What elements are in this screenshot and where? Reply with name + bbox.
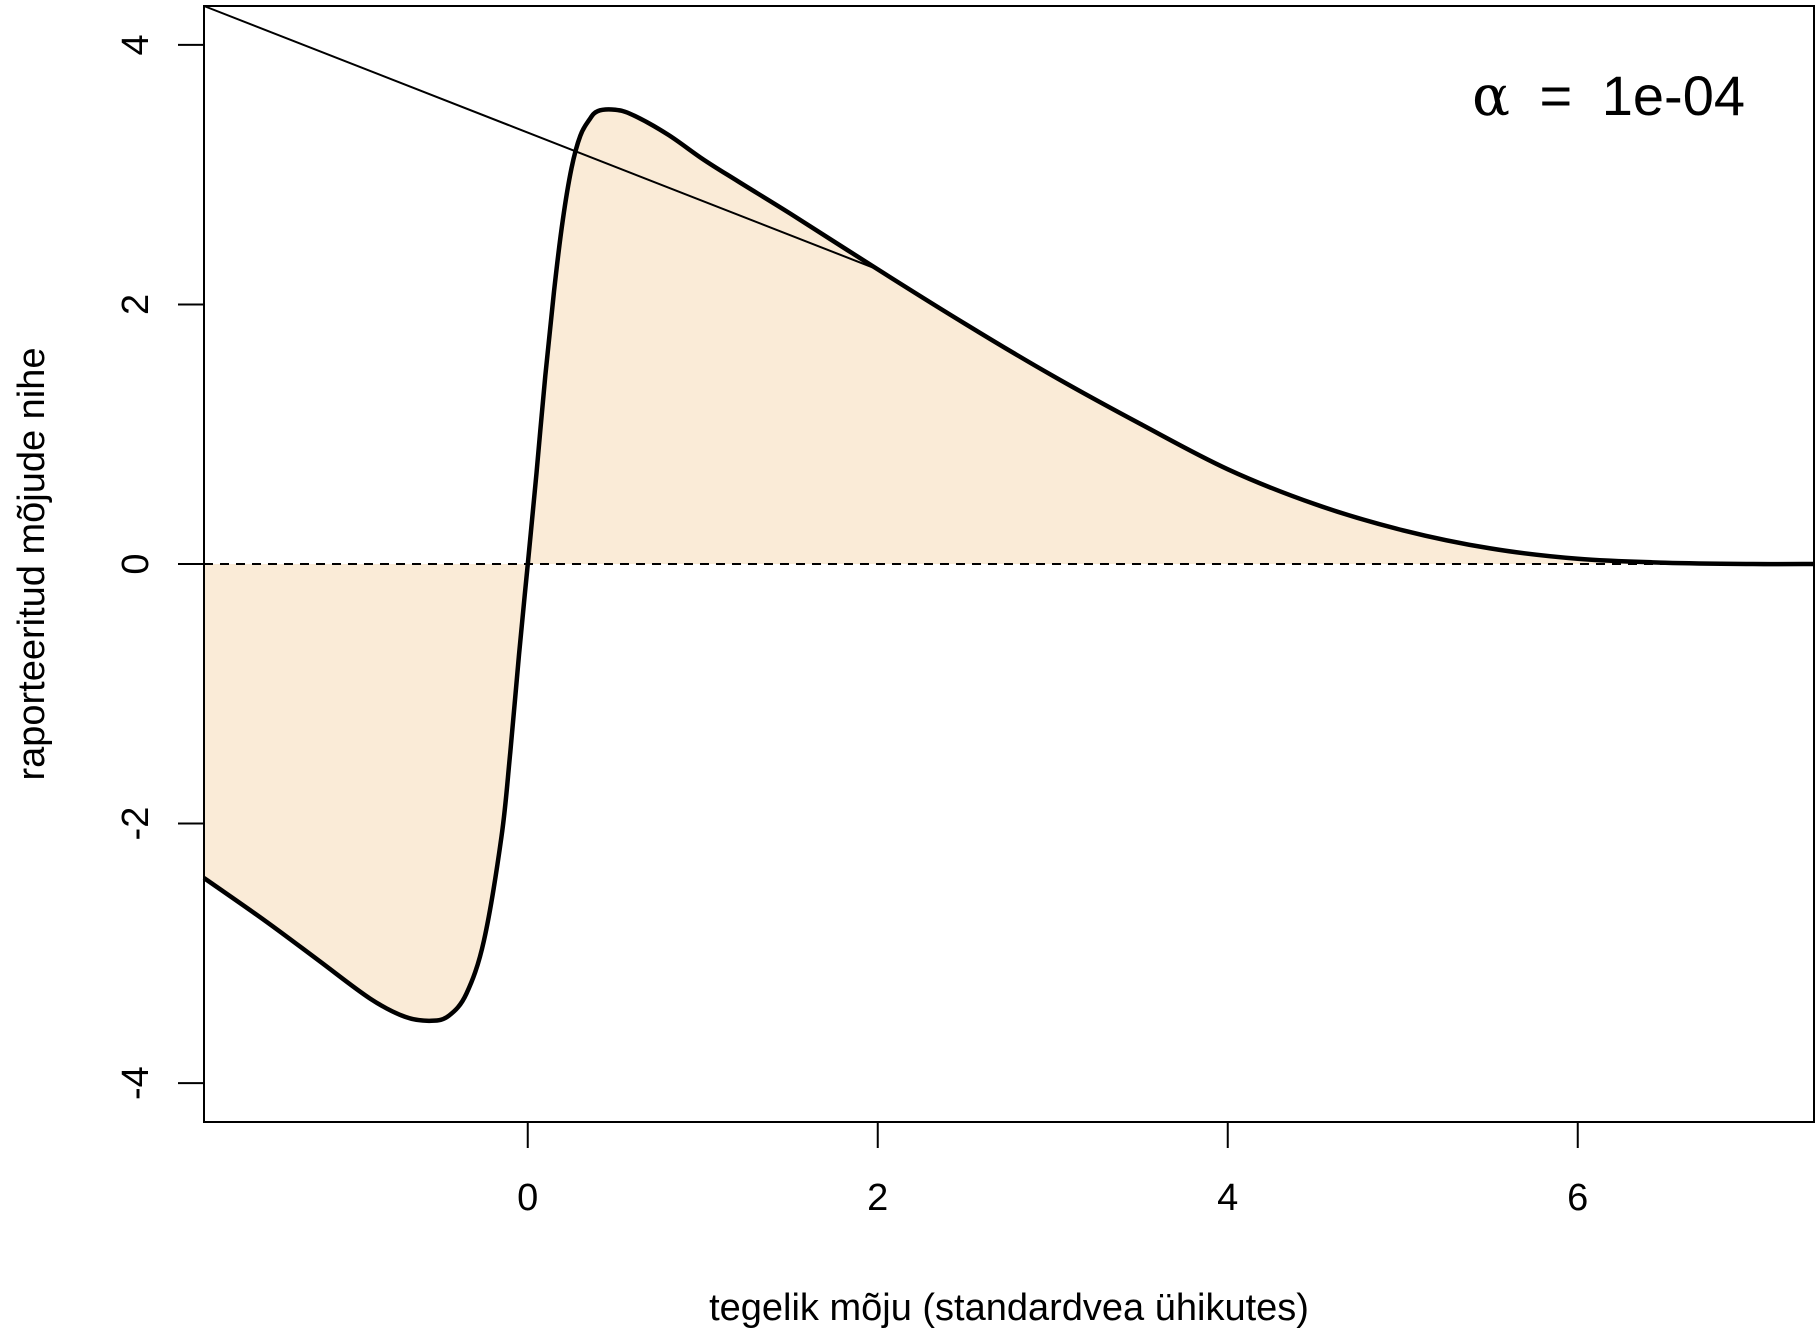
x-axis: 0 2 4 6 [517,1122,1588,1219]
y-axis: -4 -2 0 2 4 [115,34,204,1100]
x-axis-label: tegelik mõju (standardvea ühikutes) [709,1287,1309,1329]
annotation-equals: = [1540,64,1573,127]
y-tick-label: 4 [115,34,157,55]
x-tick-label: 6 [1567,1177,1588,1219]
x-tick-label: 4 [1217,1177,1238,1219]
bias-fill-region [204,109,1814,1021]
alpha-annotation: α = 1e-04 [1472,64,1745,129]
alpha-value: 1e-04 [1602,64,1745,127]
linear-bias-line [203,5,879,271]
y-tick-label: 0 [115,553,157,574]
bias-curve [202,107,1815,1024]
y-axis-label: raporteeritud mõjude nihe [11,347,53,780]
bias-fill [204,109,1814,1021]
y-tick-label: 2 [115,294,157,315]
alpha-symbol: α [1472,64,1510,129]
y-tick-label: -4 [115,1066,157,1100]
x-tick-label: 2 [867,1177,888,1219]
series-lines [202,5,1815,1024]
y-tick-label: -2 [115,807,157,841]
x-tick-label: 0 [517,1177,538,1219]
